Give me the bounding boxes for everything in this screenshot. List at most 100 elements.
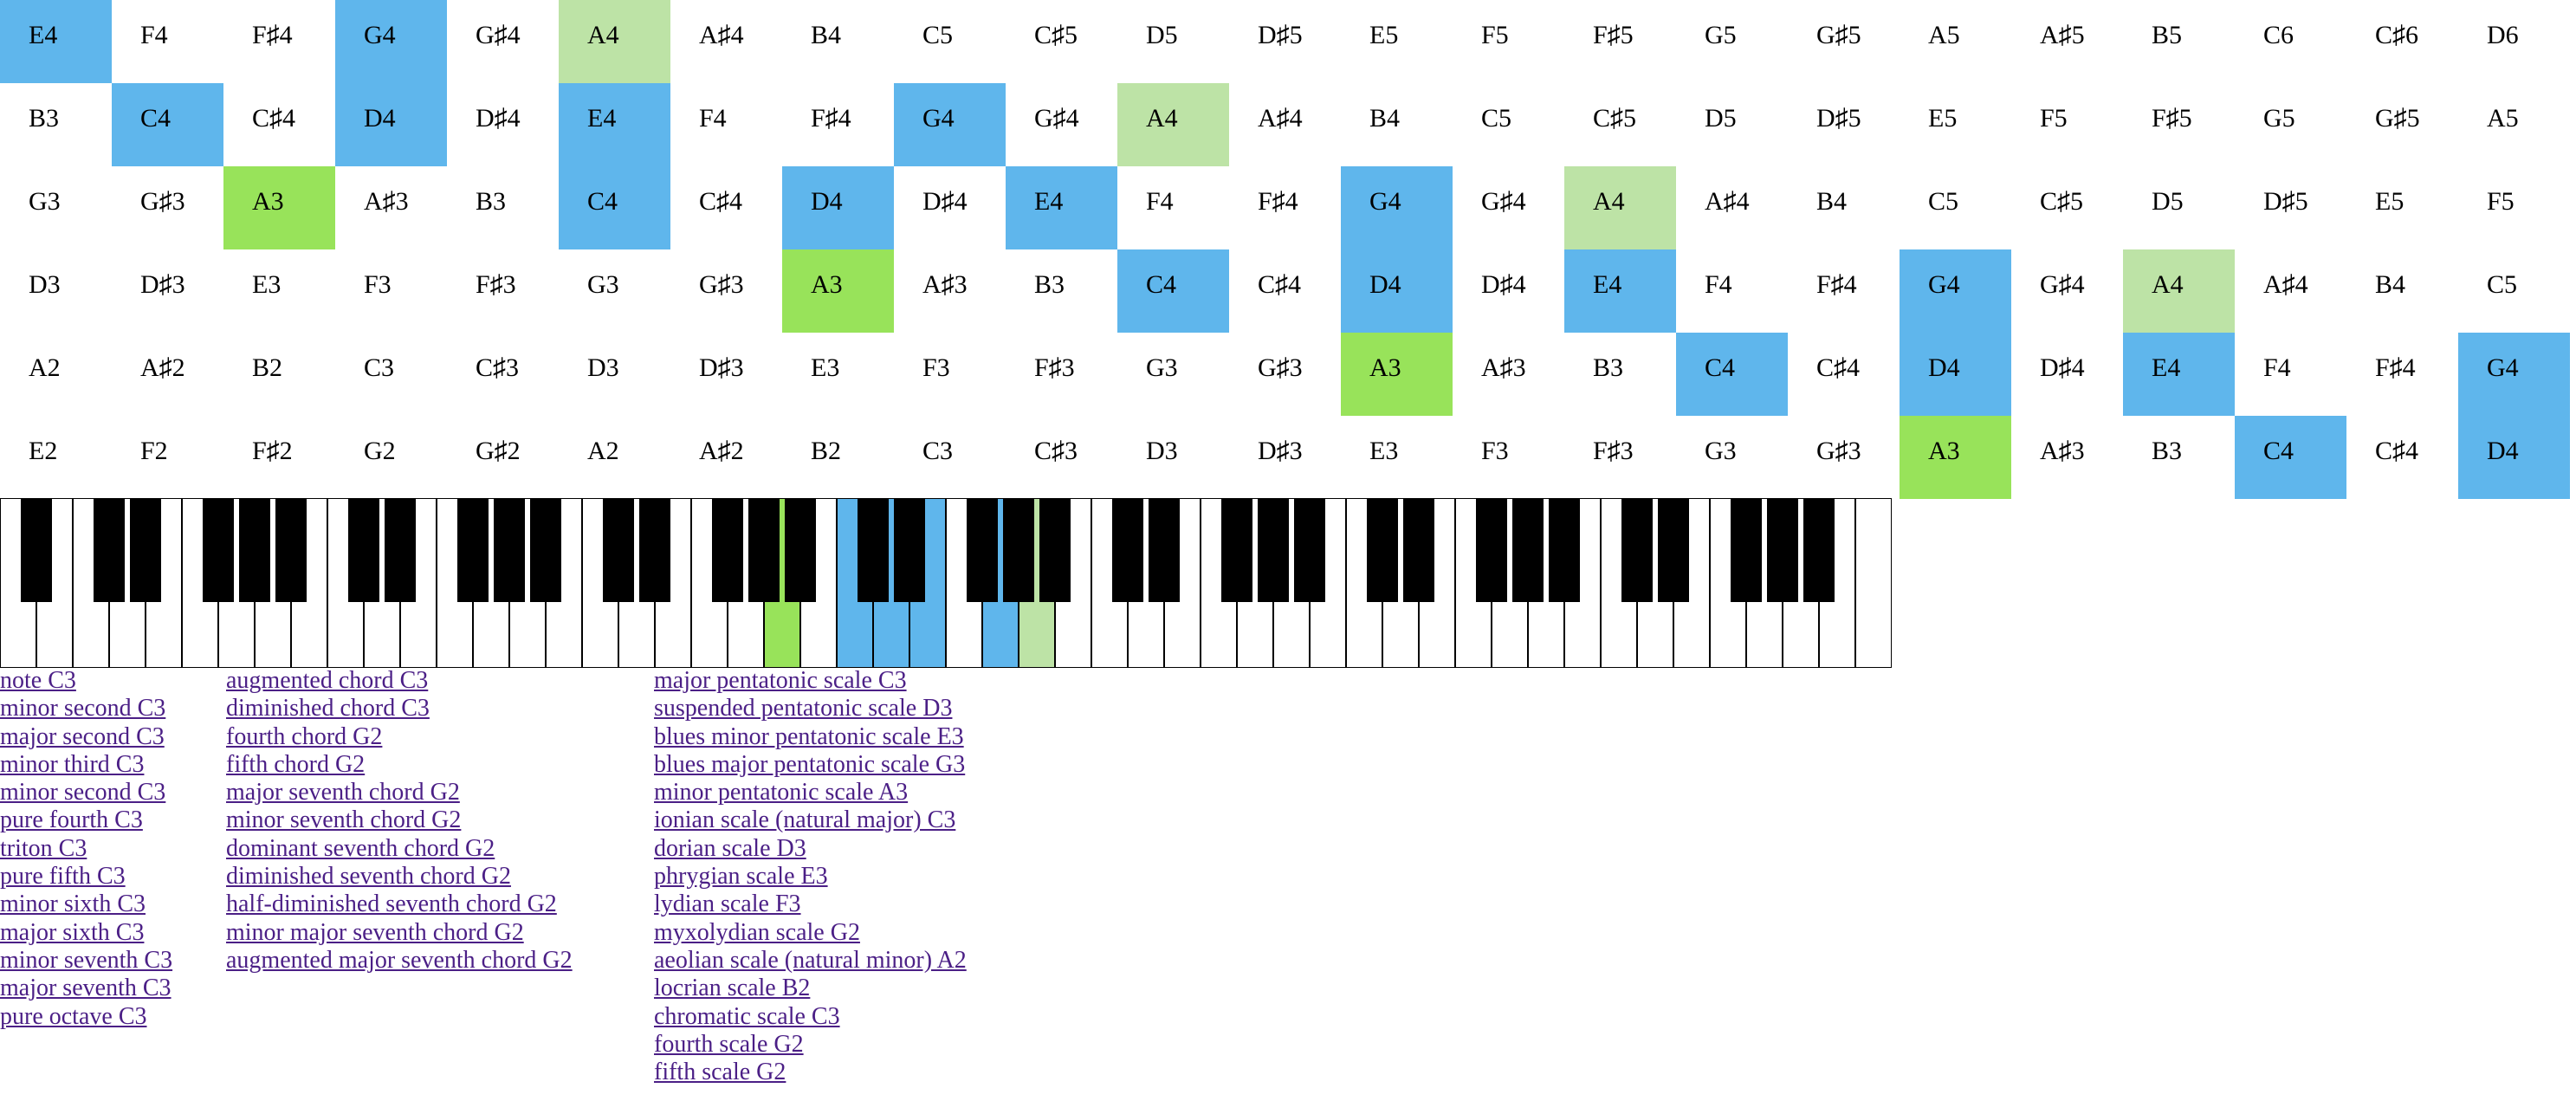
fret-cell[interactable]: D3 (587, 353, 619, 382)
interval-link[interactable]: minor third C3 (0, 750, 145, 778)
black-key[interactable] (385, 498, 416, 602)
black-key[interactable] (1803, 498, 1835, 602)
fret-cell[interactable]: C♯4 (1258, 270, 1302, 299)
scale-link[interactable]: suspended pentatonic scale D3 (654, 695, 953, 722)
fret-cell[interactable]: F♯4 (252, 21, 293, 49)
fret-cell[interactable]: F4 (1146, 187, 1174, 216)
fret-cell[interactable]: E5 (2375, 187, 2404, 216)
scale-link[interactable]: blues minor pentatonic scale E3 (654, 722, 964, 750)
fret-cell[interactable]: G4 (894, 83, 1006, 166)
black-key[interactable] (858, 498, 889, 602)
interval-link[interactable]: minor seventh C3 (0, 946, 173, 974)
fret-cell[interactable]: D♯4 (922, 187, 968, 216)
fret-cell[interactable]: B2 (252, 353, 283, 382)
fret-cell[interactable]: E5 (1369, 21, 1399, 49)
fret-cell[interactable]: B3 (29, 104, 60, 133)
fret-cell[interactable]: F♯2 (252, 437, 293, 465)
fret-cell[interactable]: D4 (1900, 333, 2011, 416)
fret-cell[interactable]: A♯3 (364, 187, 409, 216)
fret-cell[interactable]: C♯4 (699, 187, 743, 216)
interval-link[interactable]: minor second C3 (0, 695, 166, 722)
fret-cell[interactable]: G♯4 (476, 21, 521, 49)
fret-cell[interactable]: G♯4 (1481, 187, 1526, 216)
fret-cell[interactable]: D♯3 (1258, 437, 1303, 465)
interval-link[interactable]: triton C3 (0, 834, 87, 862)
fret-cell[interactable]: B4 (2375, 270, 2406, 299)
black-key[interactable] (1767, 498, 1798, 602)
fret-cell[interactable]: D♯3 (699, 353, 744, 382)
fret-cell[interactable]: D6 (2487, 21, 2519, 49)
fret-cell[interactable]: B5 (2152, 21, 2183, 49)
fret-cell[interactable]: C3 (922, 437, 954, 465)
fret-cell[interactable]: G♯4 (1034, 104, 1079, 133)
fret-cell[interactable]: A2 (587, 437, 619, 465)
fret-cell[interactable]: C4 (559, 166, 670, 249)
fret-cell[interactable]: E4 (1006, 166, 1117, 249)
black-key[interactable] (639, 498, 670, 602)
fret-cell[interactable]: A4 (2123, 249, 2235, 333)
fret-cell[interactable]: C♯5 (2040, 187, 2084, 216)
fret-cell[interactable]: G3 (29, 187, 61, 216)
fret-cell[interactable]: A3 (1900, 416, 2011, 499)
fret-cell[interactable]: G3 (1705, 437, 1737, 465)
fret-cell[interactable]: G4 (2458, 333, 2570, 416)
black-key[interactable] (1367, 498, 1398, 602)
fret-cell[interactable]: A4 (1564, 166, 1676, 249)
fret-cell[interactable]: C4 (1676, 333, 1788, 416)
fret-cell[interactable]: G2 (364, 437, 396, 465)
fret-cell[interactable]: G♯2 (476, 437, 521, 465)
fret-cell[interactable]: G3 (1146, 353, 1178, 382)
fret-cell[interactable]: D4 (782, 166, 894, 249)
chord-link[interactable]: diminished seventh chord G2 (226, 863, 511, 891)
fret-cell[interactable]: F4 (699, 104, 727, 133)
interval-link[interactable]: pure octave C3 (0, 1002, 147, 1030)
fret-cell[interactable]: D3 (29, 270, 61, 299)
black-key[interactable] (530, 498, 561, 602)
fret-cell[interactable]: A♯4 (1705, 187, 1750, 216)
fret-cell[interactable]: C4 (112, 83, 223, 166)
fret-cell[interactable]: C4 (2235, 416, 2346, 499)
black-key[interactable] (1258, 498, 1289, 602)
fret-cell[interactable]: A♯4 (2263, 270, 2308, 299)
interval-link[interactable]: major sixth C3 (0, 918, 145, 946)
black-key[interactable] (748, 498, 780, 602)
fret-cell[interactable]: C5 (1481, 104, 1512, 133)
fret-cell[interactable]: G♯3 (1258, 353, 1303, 382)
fret-cell[interactable]: G4 (1341, 166, 1453, 249)
fret-cell[interactable]: B4 (811, 21, 842, 49)
black-key[interactable] (239, 498, 270, 602)
fret-cell[interactable]: F♯3 (1593, 437, 1634, 465)
fret-cell[interactable]: E2 (29, 437, 58, 465)
fret-cell[interactable]: D♯3 (140, 270, 185, 299)
fret-cell[interactable]: F♯3 (1034, 353, 1075, 382)
fret-cell[interactable]: G4 (335, 0, 447, 83)
fret-cell[interactable]: F♯4 (811, 104, 851, 133)
black-key[interactable] (94, 498, 125, 602)
fret-cell[interactable]: C5 (922, 21, 954, 49)
fret-cell[interactable]: C6 (2263, 21, 2294, 49)
fret-cell[interactable]: D5 (1705, 104, 1737, 133)
black-key[interactable] (494, 498, 525, 602)
scale-link[interactable]: blues major pentatonic scale G3 (654, 750, 966, 778)
black-key[interactable] (21, 498, 52, 602)
fret-cell[interactable]: B3 (476, 187, 507, 216)
fret-cell[interactable]: C♯5 (1593, 104, 1637, 133)
scale-link[interactable]: lydian scale F3 (654, 891, 801, 918)
fret-cell[interactable]: A♯3 (922, 270, 968, 299)
black-key[interactable] (1112, 498, 1143, 602)
fret-cell[interactable]: B2 (811, 437, 842, 465)
interval-link[interactable]: major second C3 (0, 722, 165, 750)
fret-cell[interactable]: D5 (1146, 21, 1178, 49)
fret-cell[interactable]: D♯5 (2263, 187, 2308, 216)
chord-link[interactable]: major seventh chord G2 (226, 779, 460, 806)
scale-link[interactable]: locrian scale B2 (654, 975, 811, 1002)
fret-cell[interactable]: C♯5 (1034, 21, 1078, 49)
fret-cell[interactable]: F2 (140, 437, 168, 465)
fret-cell[interactable]: E4 (1564, 249, 1676, 333)
black-key[interactable] (1003, 498, 1034, 602)
black-key[interactable] (1476, 498, 1507, 602)
fret-cell[interactable]: A5 (2487, 104, 2519, 133)
fret-cell[interactable]: A5 (1928, 21, 1960, 49)
fret-cell[interactable]: D♯5 (1258, 21, 1303, 49)
black-key[interactable] (457, 498, 489, 602)
